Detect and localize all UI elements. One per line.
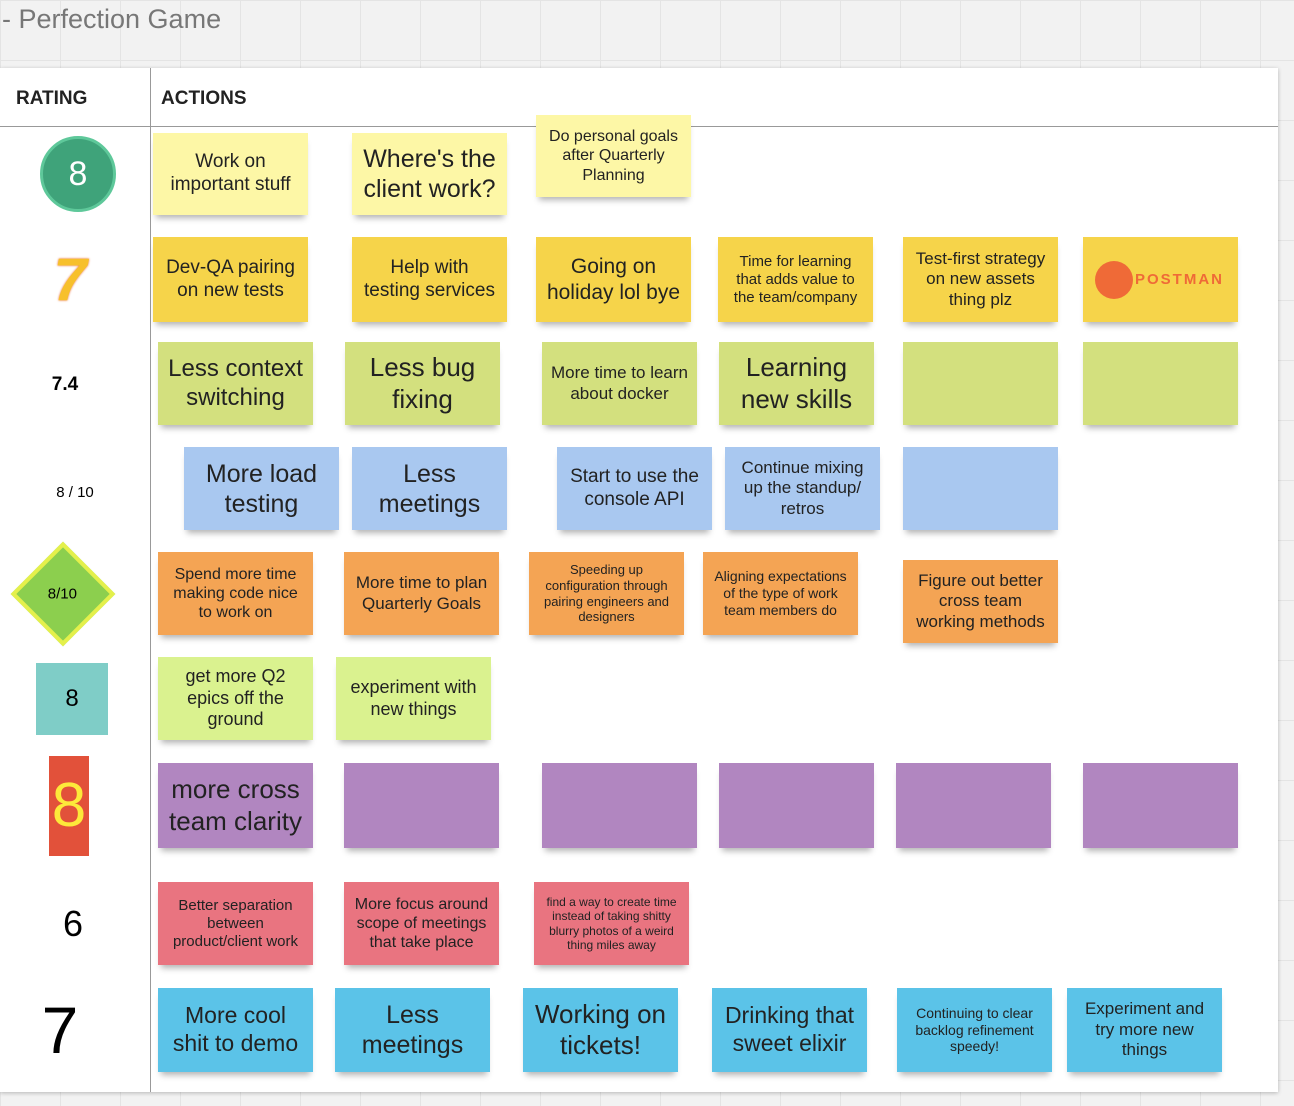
rating-value: 7 xyxy=(41,993,79,1067)
sticky-note: Figure out better cross team working met… xyxy=(903,560,1058,643)
sticky-note: Experiment and try more new things xyxy=(1067,988,1222,1072)
sticky-note: more cross team clarity xyxy=(158,763,313,848)
sticky-note: Continue mixing up the standup/ retros xyxy=(725,447,880,530)
sticky-note: Speeding up configuration through pairin… xyxy=(529,552,684,635)
rating-badge: 8 / 10 xyxy=(30,472,120,512)
sticky-note: Start to use the console API xyxy=(557,447,712,530)
rating-value: 7 xyxy=(53,246,87,313)
sticky-note: Spend more time making code nice to work… xyxy=(158,552,313,635)
blank-note xyxy=(896,763,1051,848)
sticky-note: Going on holiday lol bye xyxy=(536,237,691,322)
sticky-note: Dev-QA pairing on new tests xyxy=(153,237,308,322)
rating-value: 8/10 xyxy=(48,584,78,602)
rating-badge: 8 xyxy=(40,136,116,212)
sticky-note: More time to learn about docker xyxy=(542,342,697,425)
sticky-note: experiment with new things xyxy=(336,657,491,740)
rating-value: 8 xyxy=(51,771,87,840)
board: RATING ACTIONS 8 Work on important stuff W… xyxy=(0,68,1278,1092)
sticky-note: Less bug fixing xyxy=(345,342,500,425)
column-divider xyxy=(150,68,151,1092)
postman-logo xyxy=(1095,260,1133,299)
sticky-note: Less context switching xyxy=(158,342,313,425)
sticky-note: Aligning expectations of the type of wor… xyxy=(703,552,858,635)
rating-badge: 7 xyxy=(30,993,90,1067)
sticky-note: More load testing xyxy=(184,447,339,530)
rating-badge: 6 xyxy=(40,894,106,954)
sticky-note: Time for learning that adds value to the… xyxy=(718,237,873,322)
rating-value: 6 xyxy=(62,902,84,944)
postman-note: POSTMAN xyxy=(1083,237,1238,322)
sticky-note: get more Q2 epics off the ground xyxy=(158,657,313,740)
sticky-note: Drinking that sweet elixir xyxy=(712,988,867,1072)
sticky-note: More time to plan Quarterly Goals xyxy=(344,552,499,635)
sticky-note: Better separation between product/client… xyxy=(158,882,313,965)
sticky-note: More cool shit to demo xyxy=(158,988,313,1072)
blank-note xyxy=(903,342,1058,425)
sticky-note: Less meetings xyxy=(335,988,490,1072)
blank-note xyxy=(542,763,697,848)
rating-value: 8 xyxy=(68,154,88,193)
blank-note xyxy=(719,763,874,848)
rating-badge: 7 xyxy=(40,245,100,315)
rating-value: 8 xyxy=(65,684,79,712)
sticky-note: Help with testing services xyxy=(352,237,507,322)
rating-value: 7.4 xyxy=(51,374,79,395)
postman-text: POSTMAN xyxy=(1135,270,1224,288)
rating-badge: 8/10 xyxy=(10,541,116,646)
blank-note xyxy=(1083,342,1238,425)
sticky-note: Do personal goals after Quarterly Planni… xyxy=(536,115,691,197)
sticky-note: Less meetings xyxy=(352,447,507,530)
sticky-note: More focus around scope of meetings that… xyxy=(344,882,499,965)
sticky-note: find a way to create time instead of tak… xyxy=(534,882,689,965)
sticky-note: Where's the client work? xyxy=(352,133,507,215)
sticky-note: Work on important stuff xyxy=(153,133,308,215)
rating-value: 8 / 10 xyxy=(56,483,94,501)
actions-header: ACTIONS xyxy=(161,88,247,109)
blank-note xyxy=(903,447,1058,530)
sticky-note: Working on tickets! xyxy=(523,988,678,1072)
rating-badge: 7.4 xyxy=(30,365,100,405)
blank-note xyxy=(1083,763,1238,848)
blank-note xyxy=(344,763,499,848)
rating-badge: 8 xyxy=(49,755,89,856)
board-title: - Perfection Game xyxy=(2,4,222,34)
sticky-note: Test-first strategy on new assets thing … xyxy=(903,237,1058,322)
sticky-note: Learning new skills xyxy=(719,342,874,425)
rating-header: RATING xyxy=(16,88,88,109)
rating-badge: 8 xyxy=(36,662,108,735)
sticky-note: Continuing to clear backlog refinement s… xyxy=(897,988,1052,1072)
